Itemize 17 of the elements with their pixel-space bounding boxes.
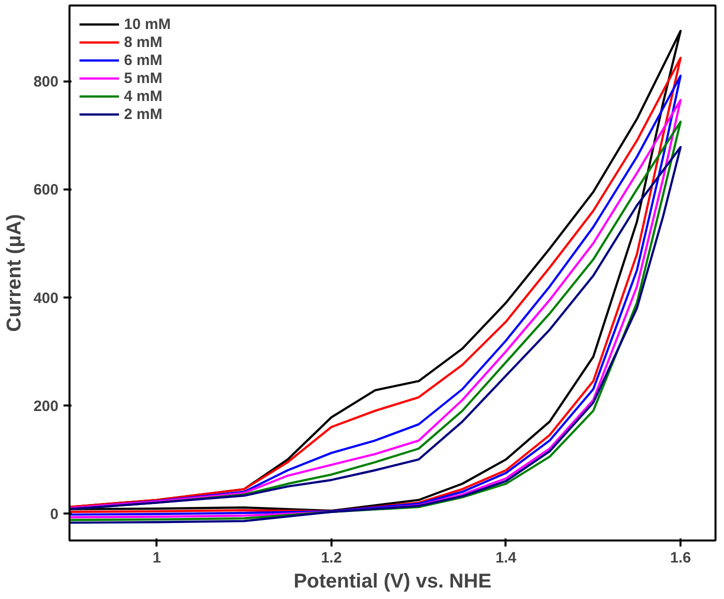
y-tick-label: 600 [33,182,59,199]
y-tick-label: 0 [50,506,58,523]
y-axis-title: Current (μA) [3,214,26,332]
legend-label: 5 mM [124,69,162,87]
y-tick-label: 800 [33,74,59,91]
x-tick-label: 1.6 [670,550,692,566]
legend-label: 10 mM [124,15,171,33]
x-tick-label: 1.4 [496,550,518,566]
y-tick-label: 400 [33,290,59,307]
legend-label: 2 mM [124,105,162,123]
x-tick-label: 1.2 [320,550,342,566]
x-tick-label: 1 [152,550,161,566]
legend-label: 8 mM [124,33,162,51]
legend-label: 4 mM [124,87,162,105]
y-tick-label: 200 [33,398,59,415]
x-axis-title: Potential (V) vs. NHE [294,570,492,592]
legend-label: 6 mM [124,51,162,69]
